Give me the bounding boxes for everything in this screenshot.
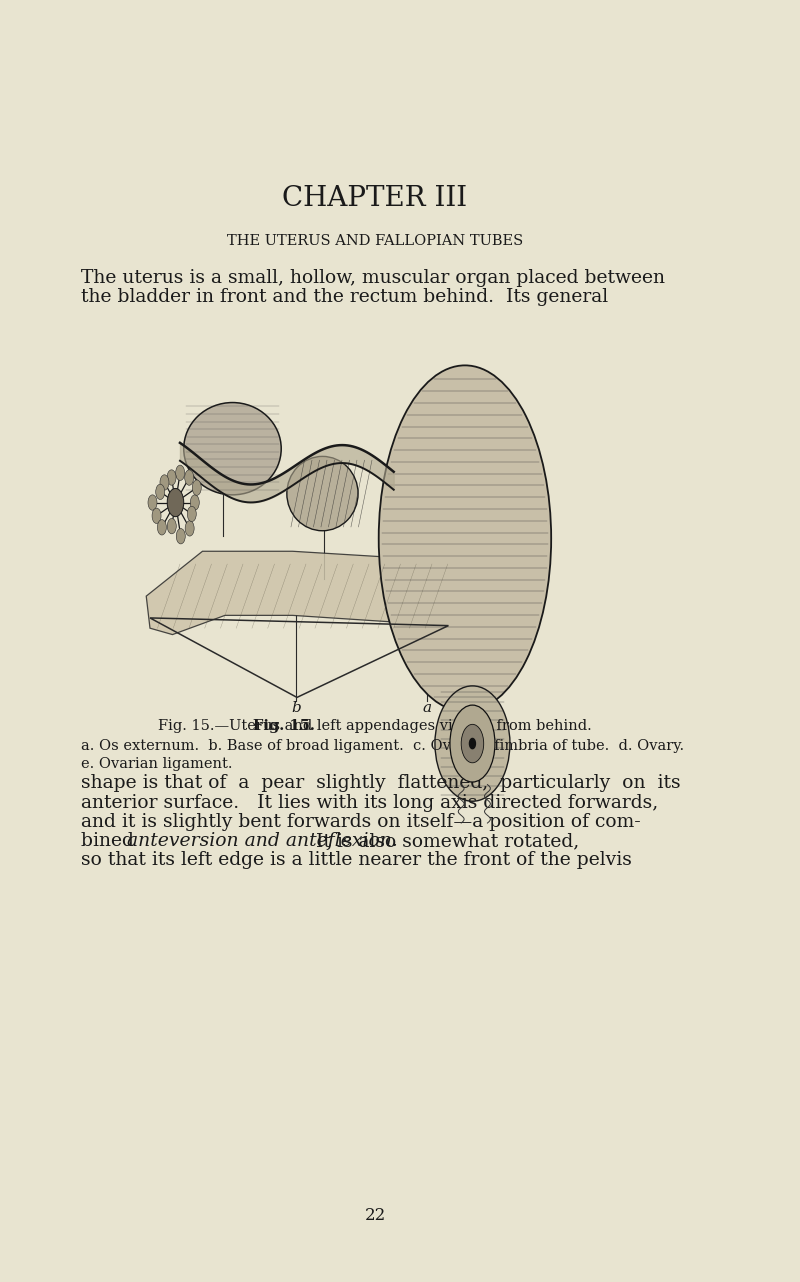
Circle shape — [185, 520, 194, 536]
Circle shape — [470, 738, 475, 749]
Text: a: a — [423, 701, 432, 714]
Circle shape — [167, 469, 176, 485]
Circle shape — [148, 495, 157, 510]
Text: a. Os externum.  b. Base of broad ligament.  c. Ovarian fimbria of tube.  d. Ova: a. Os externum. b. Base of broad ligamen… — [81, 740, 684, 753]
Text: so that its left edge is a little nearer the front of the pelvis: so that its left edge is a little nearer… — [81, 851, 632, 869]
Circle shape — [190, 495, 199, 510]
Text: anteversion and anteflexion.: anteversion and anteflexion. — [127, 832, 398, 850]
Text: c: c — [219, 460, 228, 473]
Circle shape — [176, 528, 186, 544]
Text: It is also somewhat rotated,: It is also somewhat rotated, — [298, 832, 580, 850]
Circle shape — [167, 518, 176, 533]
Circle shape — [152, 508, 161, 523]
Text: The uterus is a small, hollow, muscular organ placed between: The uterus is a small, hollow, muscular … — [81, 269, 665, 287]
Text: the bladder in front and the rectum behind.  Its general: the bladder in front and the rectum behi… — [81, 288, 608, 306]
Text: e. Ovarian ligament.: e. Ovarian ligament. — [81, 758, 233, 770]
Circle shape — [167, 488, 184, 517]
Text: e: e — [412, 460, 421, 473]
Ellipse shape — [378, 365, 551, 712]
Circle shape — [160, 474, 169, 490]
Circle shape — [185, 470, 194, 486]
Text: THE UTERUS AND FALLOPIAN TUBES: THE UTERUS AND FALLOPIAN TUBES — [227, 235, 523, 247]
Polygon shape — [146, 551, 450, 635]
Text: and it is slightly bent forwards on itself—a position of com-: and it is slightly bent forwards on itse… — [81, 813, 641, 831]
Text: d: d — [319, 460, 329, 473]
Text: b: b — [291, 701, 301, 714]
Circle shape — [450, 705, 495, 782]
Text: bined: bined — [81, 832, 140, 850]
Ellipse shape — [184, 403, 282, 495]
Circle shape — [176, 465, 185, 481]
Text: anterior surface.   It lies with its long axis directed forwards,: anterior surface. It lies with its long … — [81, 794, 658, 812]
Text: Fig. 15.: Fig. 15. — [253, 719, 314, 732]
Text: 22: 22 — [364, 1206, 386, 1224]
Text: Fig. 15.—Uterus and left appendages viewed from behind.: Fig. 15.—Uterus and left appendages view… — [158, 719, 592, 732]
Text: shape is that of  a  pear  slightly  flattened,  particularly  on  its: shape is that of a pear slightly flatten… — [81, 774, 681, 792]
Circle shape — [158, 519, 166, 535]
Text: CHAPTER III: CHAPTER III — [282, 185, 467, 213]
Circle shape — [156, 485, 165, 500]
Ellipse shape — [435, 686, 510, 801]
Circle shape — [461, 724, 484, 763]
Circle shape — [187, 506, 196, 522]
Ellipse shape — [287, 456, 358, 531]
Circle shape — [192, 479, 202, 495]
